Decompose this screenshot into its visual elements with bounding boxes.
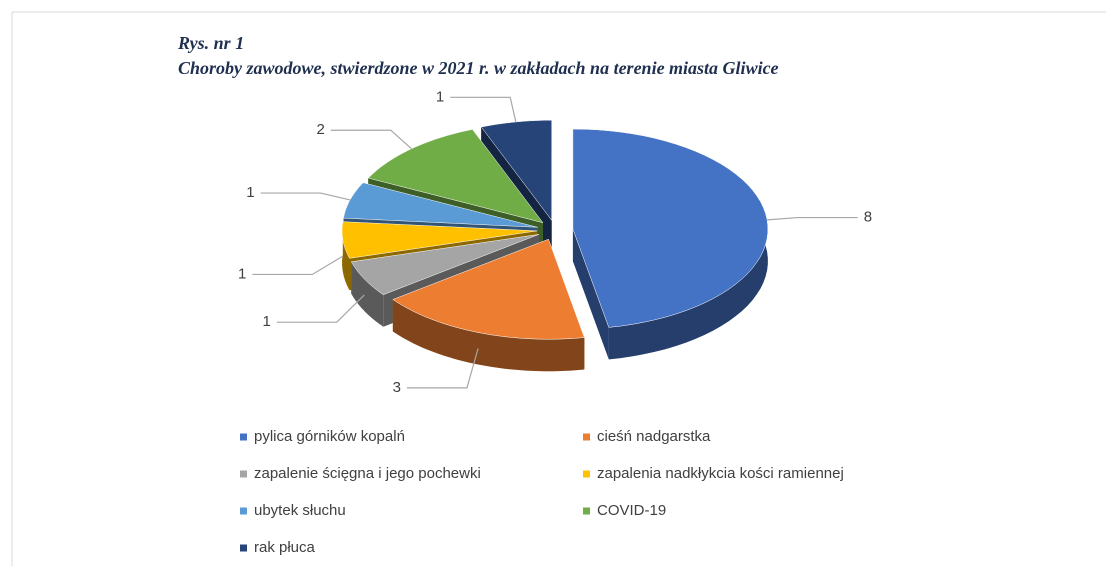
leader-line xyxy=(276,294,365,323)
slice-shade xyxy=(392,299,585,372)
slice xyxy=(480,120,552,222)
leader-line xyxy=(450,96,517,123)
leader-line xyxy=(260,192,351,201)
legend-label: zapalenie ścięgna i jego pochewki xyxy=(254,465,481,482)
chart-title: Rys. nr 1 xyxy=(177,33,244,53)
leader-line xyxy=(767,216,858,221)
slice-tops xyxy=(341,120,769,340)
data-label: 8 xyxy=(864,209,872,226)
data-label: 1 xyxy=(246,184,254,201)
data-label: 1 xyxy=(436,88,444,105)
data-label: 2 xyxy=(316,121,324,138)
chart-subtitle: Choroby zawodowe, stwierdzone w 2021 r. … xyxy=(178,58,779,78)
slice xyxy=(341,221,538,259)
legend-swatch xyxy=(583,507,590,515)
legend-label: rak płuca xyxy=(254,539,316,556)
legend-swatch xyxy=(240,433,247,441)
legend-label: COVID-19 xyxy=(597,502,666,519)
slice xyxy=(367,129,544,224)
slice xyxy=(392,238,585,340)
slice-side xyxy=(572,229,609,360)
data-label: 1 xyxy=(262,313,270,330)
slice-side xyxy=(351,261,384,327)
legend-label: cieśń nadgarstka xyxy=(597,428,711,445)
leader-line xyxy=(252,255,344,276)
legend-swatch xyxy=(240,507,247,515)
slice xyxy=(350,234,539,295)
data-label: 3 xyxy=(393,379,401,396)
slice-side xyxy=(342,221,350,291)
legend-swatch xyxy=(240,544,247,552)
leader-line xyxy=(330,129,412,150)
legend-label: pylica górników kopalń xyxy=(254,428,405,445)
data-label: 1 xyxy=(238,265,246,282)
leader-line xyxy=(406,348,479,389)
legend-label: zapalenia nadkłykcia kości ramiennej xyxy=(597,465,844,482)
slice-shade xyxy=(342,221,350,291)
slice-side xyxy=(392,299,585,372)
legend-swatch xyxy=(240,470,247,478)
legend-label: ubytek słuchu xyxy=(254,502,346,519)
slice-shade xyxy=(351,261,384,327)
slice-shade xyxy=(572,229,609,360)
legend-swatch xyxy=(583,470,590,478)
legend-swatch xyxy=(583,433,590,441)
